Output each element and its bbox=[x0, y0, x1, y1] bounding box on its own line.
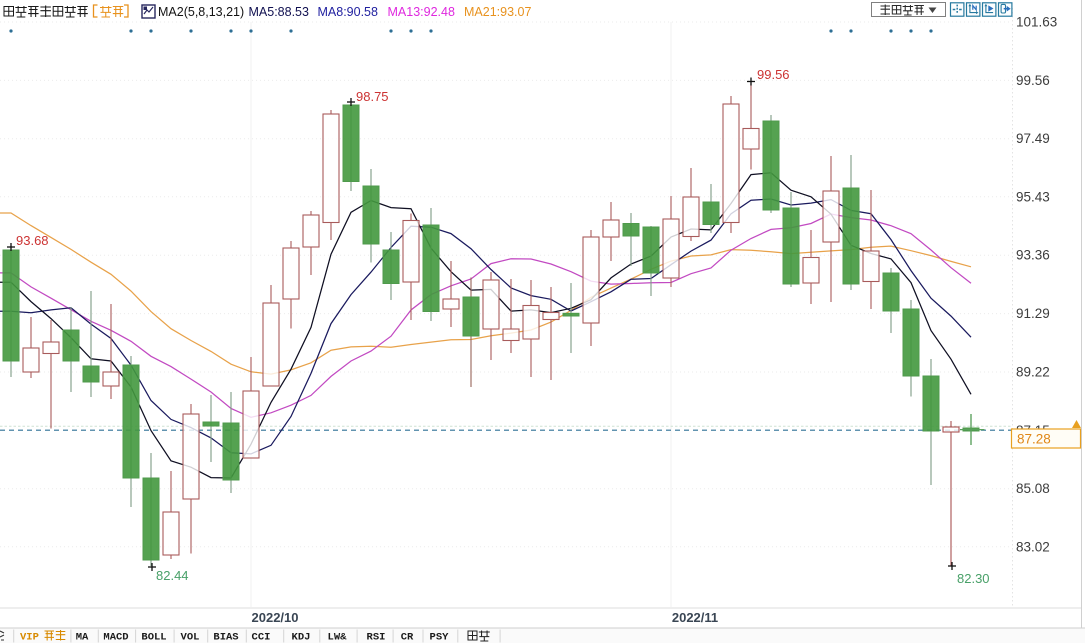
svg-text:87.28: 87.28 bbox=[1017, 432, 1051, 447]
svg-text:BOLL: BOLL bbox=[141, 632, 166, 643]
svg-text:93.68: 93.68 bbox=[16, 233, 49, 248]
svg-text:99.56: 99.56 bbox=[1016, 73, 1050, 88]
svg-text:95.43: 95.43 bbox=[1016, 189, 1050, 204]
svg-text:85.08: 85.08 bbox=[1016, 481, 1050, 496]
svg-text:2022/11: 2022/11 bbox=[672, 610, 718, 625]
svg-text:98.75: 98.75 bbox=[356, 89, 389, 104]
svg-text:MA: MA bbox=[76, 632, 89, 643]
svg-text:VIP: VIP bbox=[20, 632, 39, 643]
svg-text:PSY: PSY bbox=[430, 632, 450, 643]
svg-text:MACD: MACD bbox=[103, 632, 128, 643]
svg-text:82.44: 82.44 bbox=[156, 568, 189, 583]
svg-text:MA13:92.48: MA13:92.48 bbox=[388, 5, 455, 19]
svg-text:83.02: 83.02 bbox=[1016, 539, 1050, 554]
svg-text:2022/10: 2022/10 bbox=[252, 610, 299, 625]
svg-text:91.29: 91.29 bbox=[1016, 306, 1050, 321]
svg-text:89.22: 89.22 bbox=[1016, 365, 1050, 380]
svg-text:99.56: 99.56 bbox=[757, 67, 790, 82]
svg-text:LW&: LW& bbox=[328, 632, 348, 643]
svg-text:97.49: 97.49 bbox=[1016, 131, 1050, 146]
svg-text:RSI: RSI bbox=[367, 632, 386, 643]
svg-text:MA5:88.53: MA5:88.53 bbox=[249, 5, 310, 19]
svg-text:82.30: 82.30 bbox=[957, 571, 990, 586]
svg-text:MA2(5,8,13,21): MA2(5,8,13,21) bbox=[158, 5, 244, 19]
svg-text:CCI: CCI bbox=[252, 632, 271, 643]
svg-text:VOL: VOL bbox=[181, 632, 200, 643]
svg-text:101.63: 101.63 bbox=[1016, 15, 1057, 30]
svg-text:KDJ: KDJ bbox=[292, 632, 311, 643]
svg-text:MA21:93.07: MA21:93.07 bbox=[464, 5, 531, 19]
svg-text:93.36: 93.36 bbox=[1016, 248, 1050, 263]
svg-text:MA8:90.58: MA8:90.58 bbox=[318, 5, 379, 19]
svg-text:BIAS: BIAS bbox=[213, 632, 238, 643]
svg-text:CR: CR bbox=[401, 632, 414, 643]
